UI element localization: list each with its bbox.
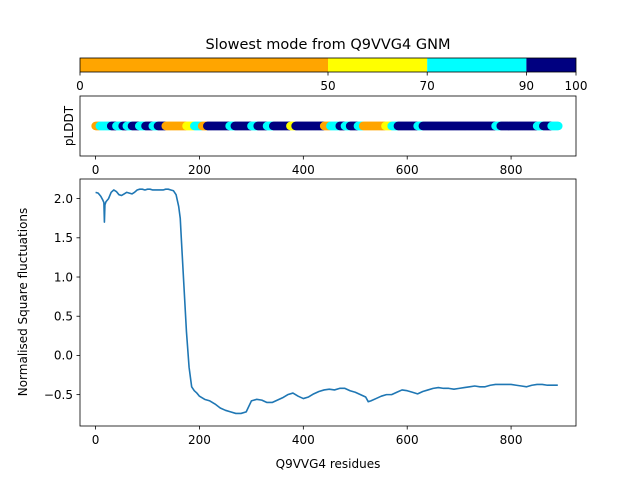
plddt-xtick-label: 200	[188, 163, 211, 177]
fluctuation-ylabel: Normalised Square fluctuations	[16, 208, 30, 397]
colorbar-tick-label: 0	[76, 79, 84, 93]
plddt-xtick-label: 400	[292, 163, 315, 177]
fluctuation-ytick-label: 1.0	[54, 270, 73, 284]
colorbar-band	[80, 58, 328, 72]
fluctuation-xtick-label: 0	[92, 433, 100, 447]
plddt-dot	[554, 121, 563, 131]
plddt-panel: pLDDT 0 200 400 600 800	[62, 95, 577, 177]
colorbar-band	[328, 58, 428, 72]
colorbar-tick-label: 70	[420, 79, 435, 93]
colorbar-tick-label: 90	[519, 79, 534, 93]
colorbar-band	[526, 58, 576, 72]
plddt-dots	[91, 121, 563, 131]
fluctuation-xtick-label: 800	[500, 433, 523, 447]
colorbar-title: Slowest mode from Q9VVG4 GNM	[206, 37, 451, 53]
plddt-xticks: 0 200 400 600 800	[92, 156, 523, 177]
plddt-ylabel: pLDDT	[62, 105, 76, 146]
fluctuation-xticks: 0 200 400 600 800	[92, 426, 523, 447]
fluctuation-ytick-label: 1.5	[54, 231, 73, 245]
fluctuation-xtick-label: 600	[396, 433, 419, 447]
colorbar: Slowest mode from Q9VVG4 GNM 0 50 70 90 100	[76, 37, 587, 93]
colorbar-tick-label: 50	[320, 79, 335, 93]
colorbar-band	[427, 58, 527, 72]
fluctuation-yticks: −0.5 0.0 0.5 1.0 1.5 2.0	[44, 192, 80, 402]
colorbar-bands	[80, 58, 576, 72]
fluctuation-panel: 0 200 400 600 800 −0.5 0.0 0.5 1.0 1.5 2.0 Q9VVG4…	[16, 178, 577, 471]
plddt-xtick-label: 0	[92, 163, 100, 177]
fluctuation-line	[95, 188, 558, 415]
colorbar-ticks: 0 50 70 90 100	[76, 72, 587, 93]
colorbar-tick-label: 100	[565, 79, 588, 93]
plddt-xtick-label: 800	[500, 163, 523, 177]
fluctuation-ytick-label: −0.5	[44, 388, 73, 402]
fluctuation-ytick-label: 0.5	[54, 310, 73, 324]
fluctuation-xtick-label: 400	[292, 433, 315, 447]
fluctuation-ytick-label: 2.0	[54, 192, 73, 206]
plddt-frame	[79, 95, 577, 157]
fluctuation-frame	[79, 178, 577, 427]
plddt-xtick-label: 600	[396, 163, 419, 177]
fluctuation-ytick-label: 0.0	[54, 349, 73, 363]
fluctuation-xlabel: Q9VVG4 residues	[276, 457, 381, 471]
fluctuation-xtick-label: 200	[188, 433, 211, 447]
